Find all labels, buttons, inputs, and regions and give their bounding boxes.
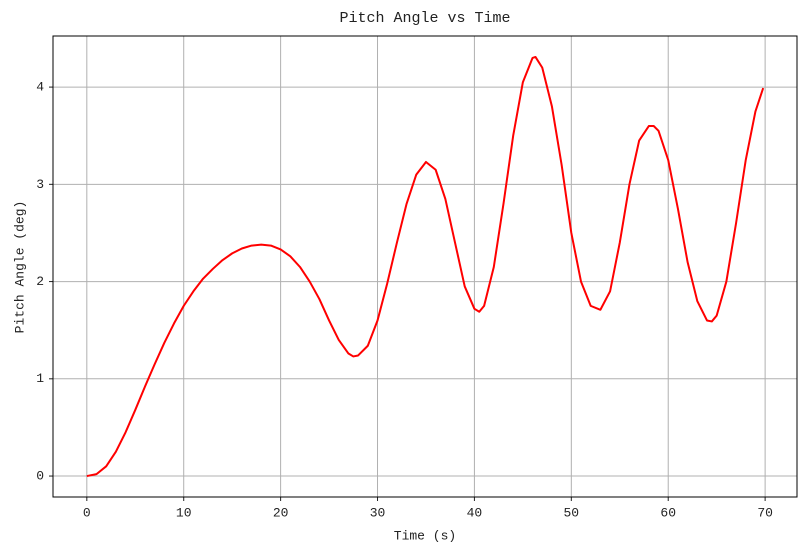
x-tick-label: 40 xyxy=(467,505,483,520)
y-tick-label: 3 xyxy=(36,177,44,192)
x-tick-label: 20 xyxy=(273,505,289,520)
y-tick-label: 2 xyxy=(36,274,44,289)
x-tick-label: 10 xyxy=(176,505,192,520)
x-tick-label: 50 xyxy=(564,505,580,520)
x-tick-label: 60 xyxy=(660,505,676,520)
x-tick-label: 0 xyxy=(83,505,91,520)
data-line xyxy=(86,55,765,478)
y-tick-label: 0 xyxy=(36,468,44,483)
y-tick-label: 4 xyxy=(36,80,44,95)
y-axis-label: Pitch Angle (deg) xyxy=(12,201,27,334)
x-axis-label: Time (s) xyxy=(394,528,456,543)
x-tick-label: 70 xyxy=(757,505,773,520)
y-tick-label: 1 xyxy=(36,371,44,386)
plot-frame xyxy=(52,35,798,498)
x-tick-label: 30 xyxy=(370,505,386,520)
chart-title: Pitch Angle vs Time xyxy=(339,10,510,27)
